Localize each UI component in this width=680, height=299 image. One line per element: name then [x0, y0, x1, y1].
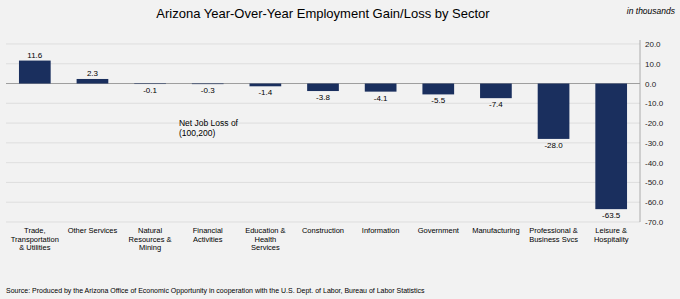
- x-tick-label: Leisure &Hospitality: [594, 226, 629, 244]
- data-label: -1.4: [258, 88, 272, 97]
- x-tick-label: FinancialActivities: [193, 226, 223, 244]
- text-line: Hospitality: [594, 235, 629, 244]
- chart: 20.0 10.0 0.0 -10.0 -20.0 -30.0 -40.0 -50.0 -60.…: [0, 0, 680, 299]
- data-label: -0.3: [201, 86, 215, 95]
- y-tick-label: -70.0: [645, 218, 664, 227]
- y-tick-label: 20.0: [645, 40, 661, 49]
- bar: [538, 84, 570, 139]
- bar: [134, 83, 166, 85]
- x-tick-label: Other Services: [68, 226, 118, 235]
- data-label: 11.6: [27, 51, 43, 60]
- y-tick-label: -30.0: [645, 139, 664, 148]
- data-label: -7.4: [489, 100, 503, 109]
- bar: [595, 84, 627, 210]
- y-tick-label: -50.0: [645, 178, 664, 187]
- x-tick-label: NaturalResources &Mining: [129, 226, 172, 252]
- grid-line: [6, 43, 640, 44]
- text-line: Government: [418, 226, 460, 235]
- grid-line: [6, 202, 640, 203]
- text-line: Activities: [193, 235, 223, 244]
- bar: [19, 61, 51, 84]
- x-tick-label: Information: [362, 226, 400, 235]
- bar: [365, 84, 397, 92]
- y-tick-label: 0.0: [645, 80, 657, 89]
- y-tick-label: 10.0: [645, 60, 661, 69]
- bar: [480, 84, 512, 99]
- x-tick-label: Government: [418, 226, 460, 235]
- data-label: -0.1: [143, 86, 157, 95]
- text-line: Mining: [139, 243, 161, 252]
- background: [0, 0, 680, 299]
- text-line: Services: [251, 243, 280, 252]
- text-line: Business Svcs: [529, 235, 578, 244]
- grid-line: [6, 63, 640, 64]
- data-label: 2.3: [87, 69, 99, 78]
- x-tick-label: Professional &Business Svcs: [529, 226, 578, 244]
- title: Arizona Year-Over-Year Employment Gain/L…: [156, 6, 490, 21]
- x-tick-label: Manufacturing: [472, 226, 520, 235]
- bar: [422, 84, 454, 95]
- x-tick-label: Construction: [302, 226, 344, 235]
- y-tick-label: -10.0: [645, 99, 664, 108]
- text-line: (100,200): [179, 128, 216, 138]
- source: Source: Produced by the Arizona Office o…: [6, 287, 425, 295]
- data-label: -3.8: [316, 93, 330, 102]
- data-label: -28.0: [544, 141, 563, 150]
- text-line: Construction: [302, 226, 344, 235]
- y-axis-line: [640, 40, 641, 222]
- data-label: -63.5: [602, 211, 621, 220]
- bar: [250, 84, 282, 87]
- subtitle: in thousands: [627, 6, 676, 16]
- grid: [6, 44, 640, 222]
- text-line: Manufacturing: [472, 226, 520, 235]
- bar: [307, 84, 339, 92]
- grid-line: [6, 162, 640, 163]
- bar: [192, 83, 224, 85]
- text-line: & Utilities: [19, 243, 51, 252]
- bars: [19, 61, 627, 210]
- text-line: Net Job Loss of: [179, 118, 239, 128]
- x-tick-label: Trade,Transportation& Utilities: [11, 226, 59, 252]
- data-label: -5.5: [431, 96, 445, 105]
- y-tick-label: -40.0: [645, 159, 664, 168]
- y-tick-label: -20.0: [645, 119, 664, 128]
- text-line: Other Services: [68, 226, 118, 235]
- grid-line: [6, 222, 640, 223]
- text-line: Information: [362, 226, 400, 235]
- y-tick-label: -60.0: [645, 198, 664, 207]
- annotation: Net Job Loss of(100,200): [179, 118, 239, 138]
- x-tick-label: Education &HealthServices: [245, 226, 285, 252]
- data-label: -4.1: [374, 94, 388, 103]
- grid-line: [6, 182, 640, 183]
- bar: [77, 79, 109, 84]
